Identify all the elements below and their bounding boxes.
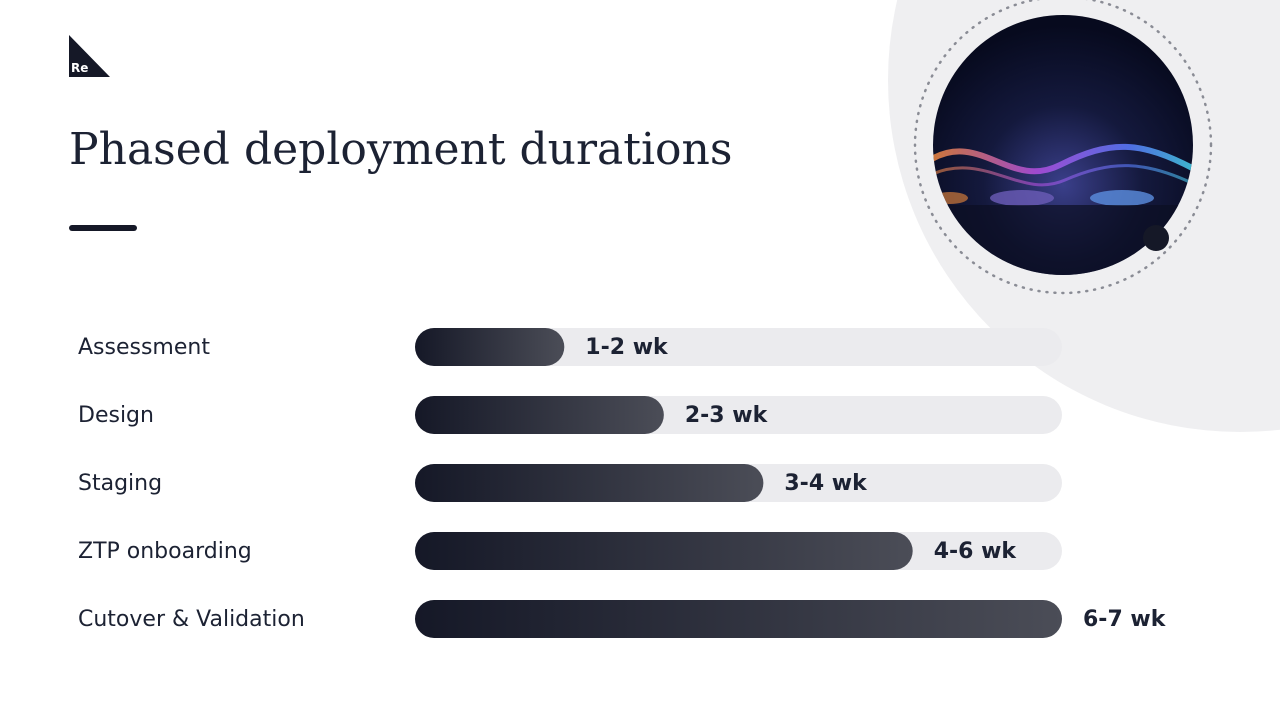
chart-title: Phased deployment durations <box>69 124 732 175</box>
value-label: 2-3 wk <box>685 403 769 428</box>
bar <box>415 396 664 434</box>
bar <box>415 600 1062 638</box>
bar <box>415 532 913 570</box>
value-label: 6-7 wk <box>1083 607 1167 632</box>
bar-track <box>415 328 1062 366</box>
value-label: 3-4 wk <box>784 471 868 496</box>
logo-mark <box>69 35 110 77</box>
bar <box>415 464 764 502</box>
category-label: Staging <box>78 471 162 496</box>
category-label: Design <box>78 403 154 428</box>
logo-text: Re <box>71 61 88 75</box>
category-label: ZTP onboarding <box>78 539 252 564</box>
value-label: 4-6 wk <box>934 539 1018 564</box>
bar <box>415 328 565 366</box>
accent-dot <box>1143 225 1169 251</box>
title-underline <box>69 225 137 231</box>
category-label: Cutover & Validation <box>78 607 305 632</box>
dotted-ring <box>913 0 1213 295</box>
bar-chart: Assessment 1-2 wk Design 2-3 wk Staging 3-4 w… <box>78 328 1167 638</box>
value-label: 1-2 wk <box>585 335 669 360</box>
category-label: Assessment <box>78 335 210 360</box>
